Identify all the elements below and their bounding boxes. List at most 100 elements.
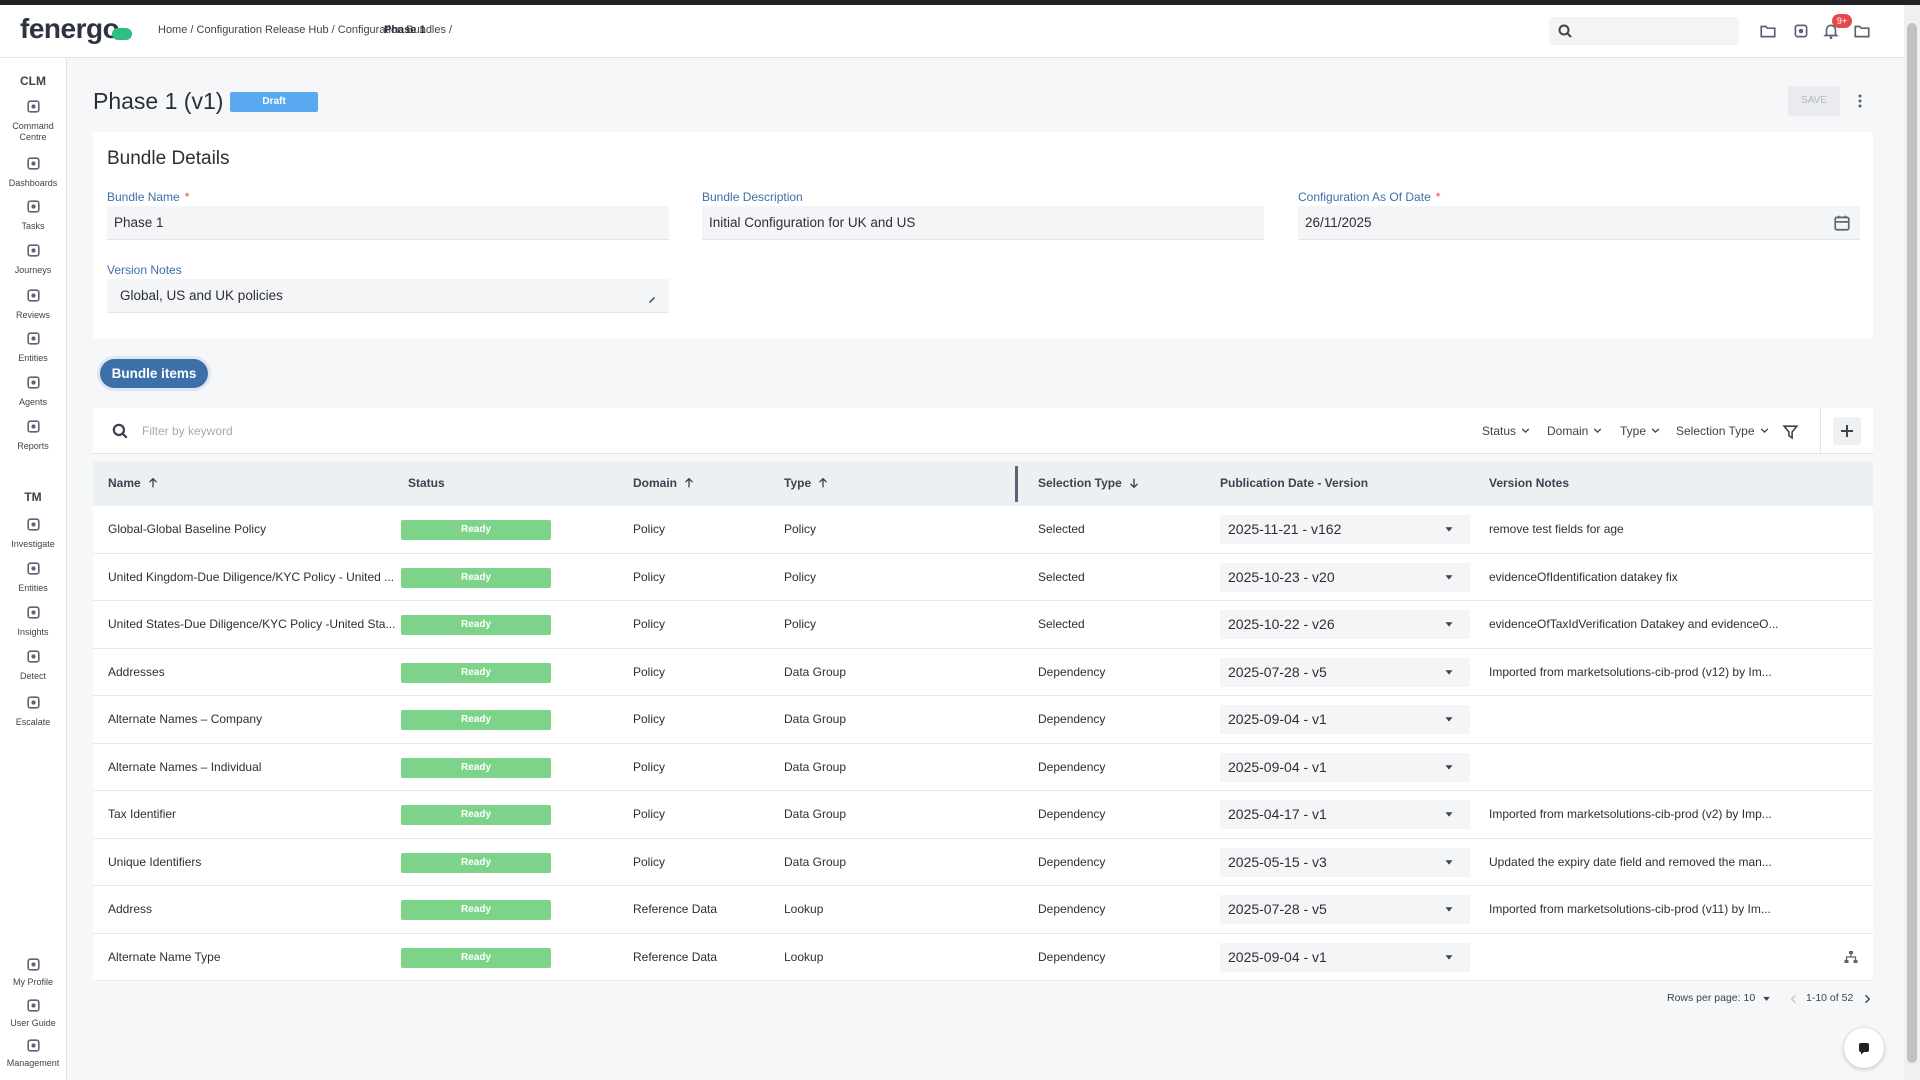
- nav-item[interactable]: Investigate: [2, 512, 64, 554]
- rows-caret[interactable]: [1760, 992, 1773, 1005]
- sort-arrow[interactable]: [682, 476, 696, 490]
- prev-page[interactable]: [1788, 993, 1800, 1005]
- cell: Dependency: [1038, 712, 1105, 726]
- nav-item[interactable]: Entities: [2, 556, 64, 598]
- column-header[interactable]: Type: [784, 476, 811, 490]
- version-select[interactable]: 2025-09-04 - v1: [1220, 705, 1470, 734]
- folder-icon[interactable]: [1759, 22, 1777, 40]
- table-row[interactable]: Tax IdentifierReadyPolicyData GroupDepen…: [93, 791, 1873, 839]
- table-row[interactable]: United Kingdom-Due Diligence/KYC Policy …: [93, 554, 1873, 602]
- sidebar: CLMCommand CentreDashboardsTasksJourneys…: [0, 58, 67, 1080]
- filter-dropdown[interactable]: Type: [1620, 424, 1646, 438]
- add-button[interactable]: [1833, 417, 1861, 445]
- sort-arrow[interactable]: [146, 476, 160, 490]
- cell: Policy: [784, 570, 816, 584]
- nav-item[interactable]: Journeys: [2, 238, 64, 280]
- select-caret: [1442, 950, 1456, 964]
- nav-item[interactable]: My Profile: [2, 954, 64, 992]
- rows-per-page-value[interactable]: 10: [1744, 992, 1756, 1004]
- column-header: Version Notes: [1489, 476, 1569, 490]
- text-input[interactable]: Initial Configuration for UK and US: [702, 206, 1264, 240]
- filter-icon[interactable]: [1782, 423, 1799, 440]
- logo[interactable]: fenergo: [20, 13, 119, 45]
- version-select[interactable]: 2025-11-21 - v162: [1220, 515, 1470, 544]
- scrollbar[interactable]: [1904, 5, 1920, 1080]
- field-label: Bundle Description: [702, 190, 803, 204]
- table-row[interactable]: United States-Due Diligence/KYC Policy -…: [93, 601, 1873, 649]
- column-header[interactable]: Name: [108, 476, 141, 490]
- cell: Selected: [1038, 522, 1085, 536]
- nav-label: Detect: [2, 671, 64, 682]
- page-title: Phase 1 (v1): [93, 88, 223, 115]
- sort-arrow[interactable]: [1127, 476, 1141, 490]
- cell: Updated the expiry date field and remove…: [1489, 855, 1772, 869]
- chat-button[interactable]: [1844, 1028, 1884, 1068]
- nav-icon: [25, 98, 42, 115]
- nav-item[interactable]: Agents: [2, 370, 64, 412]
- column-header: Status: [408, 476, 445, 490]
- search-box[interactable]: [1549, 17, 1739, 45]
- table-row[interactable]: AddressesReadyPolicyData GroupDependency…: [93, 649, 1873, 697]
- table-row[interactable]: AddressReadyReference DataLookupDependen…: [93, 886, 1873, 934]
- version-select[interactable]: 2025-07-28 - v5: [1220, 895, 1470, 924]
- column-header[interactable]: Domain: [633, 476, 677, 490]
- dropdown-caret: [1519, 424, 1532, 437]
- status-badge: Ready: [401, 900, 551, 920]
- nav-label: User Guide: [2, 1018, 64, 1028]
- version-select[interactable]: 2025-10-22 - v26: [1220, 610, 1470, 639]
- filter-dropdown[interactable]: Status: [1482, 424, 1516, 438]
- nav-label: Investigate: [2, 539, 64, 550]
- cell: Data Group: [784, 807, 846, 821]
- hierarchy-icon[interactable]: [1843, 949, 1859, 965]
- filter-input-placeholder[interactable]: Filter by keyword: [142, 424, 233, 438]
- nav-item[interactable]: Detect: [2, 644, 64, 686]
- filter-dropdown[interactable]: Domain: [1547, 424, 1588, 438]
- nav-section-label: TM: [0, 490, 66, 504]
- nav-item[interactable]: Tasks: [2, 194, 64, 236]
- table-row[interactable]: Unique IdentifiersReadyPolicyData GroupD…: [93, 839, 1873, 887]
- status-badge: Ready: [401, 520, 551, 540]
- cell: Dependency: [1038, 760, 1105, 774]
- cell: Policy: [633, 617, 665, 631]
- scrollbar-thumb: [1907, 23, 1917, 1063]
- version-select[interactable]: 2025-05-15 - v3: [1220, 848, 1470, 877]
- column-header[interactable]: Selection Type: [1038, 476, 1122, 490]
- nav-item[interactable]: Reports: [2, 414, 64, 456]
- nav-item[interactable]: Command Centre: [2, 94, 64, 144]
- mail-icon[interactable]: [1852, 22, 1872, 40]
- table-row[interactable]: Alternate Names – CompanyReadyPolicyData…: [93, 696, 1873, 744]
- text-input[interactable]: 26/11/2025: [1298, 206, 1860, 240]
- text-input[interactable]: Phase 1: [107, 206, 669, 240]
- tab[interactable]: Bundle items: [100, 359, 208, 388]
- save-button[interactable]: SAVE: [1788, 86, 1840, 116]
- next-page[interactable]: [1861, 993, 1873, 1005]
- table-row[interactable]: Alternate Names – IndividualReadyPolicyD…: [93, 744, 1873, 792]
- version-select[interactable]: 2025-09-04 - v1: [1220, 753, 1470, 782]
- nav-item[interactable]: Dashboards: [2, 151, 64, 193]
- nav-item[interactable]: Insights: [2, 600, 64, 642]
- version-select[interactable]: 2025-10-23 - v20: [1220, 563, 1470, 592]
- nav-item[interactable]: Reviews: [2, 283, 64, 325]
- inbox-icon[interactable]: [1792, 22, 1810, 40]
- text-input[interactable]: Global, US and UK policies: [107, 279, 669, 313]
- table-row[interactable]: Alternate Name TypeReadyReference DataLo…: [93, 934, 1873, 982]
- version-select[interactable]: 2025-04-17 - v1: [1220, 800, 1470, 829]
- page-range: 1-10 of 52: [1806, 992, 1853, 1004]
- more-button[interactable]: [1852, 93, 1868, 109]
- chat-icon: [1856, 1040, 1872, 1056]
- version-select[interactable]: 2025-07-28 - v5: [1220, 658, 1470, 687]
- cell: Lookup: [784, 902, 823, 916]
- version-select[interactable]: 2025-09-04 - v1: [1220, 943, 1470, 972]
- nav-item[interactable]: User Guide: [2, 995, 64, 1033]
- cell: Alternate Name Type: [108, 950, 221, 964]
- table-row[interactable]: Global-Global Baseline PolicyReadyPolicy…: [93, 506, 1873, 554]
- nav-label: Tasks: [2, 221, 64, 232]
- nav-label: Dashboards: [2, 178, 64, 189]
- nav-item[interactable]: Management: [2, 1035, 64, 1073]
- nav-item[interactable]: Escalate: [2, 690, 64, 732]
- nav-item[interactable]: Entities: [2, 326, 64, 368]
- sort-arrow[interactable]: [816, 476, 830, 490]
- calendar-icon[interactable]: [1833, 214, 1851, 232]
- filter-dropdown[interactable]: Selection Type: [1676, 424, 1755, 438]
